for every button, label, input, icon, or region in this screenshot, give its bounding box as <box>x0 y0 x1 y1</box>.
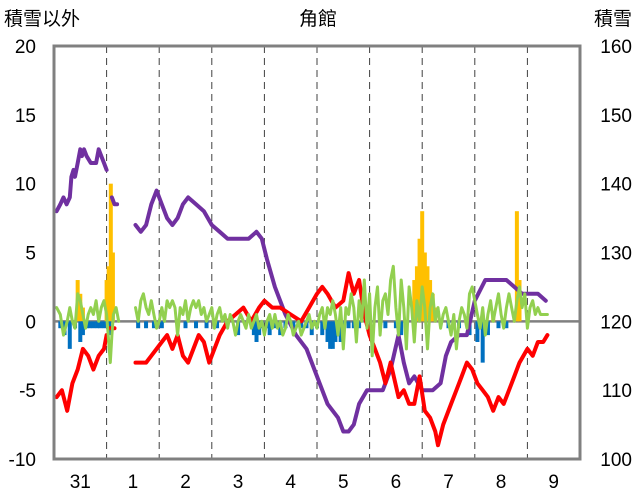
precip_negative-bar <box>98 321 103 329</box>
left-axis-ticks: -10 -5 0 5 10 15 20 <box>9 37 36 471</box>
x-tick-label: 31 <box>70 472 91 493</box>
precip_negative-bar <box>80 321 85 336</box>
precip_negative-bar <box>346 321 351 329</box>
snowfall-bar <box>417 238 422 322</box>
precip_negative-bar <box>328 321 333 349</box>
precip_negative-bar <box>144 321 149 329</box>
precip_negative-bar <box>330 321 335 349</box>
left-tick-label: 20 <box>15 37 36 58</box>
precip_negative-bar <box>333 321 338 342</box>
left-tick-label: 15 <box>15 106 36 127</box>
x-tick-label: 2 <box>180 472 191 493</box>
left-tick-label: 5 <box>25 244 36 265</box>
x-tick-label: 8 <box>496 472 507 493</box>
precip_negative-bar <box>480 321 485 363</box>
line-series <box>54 147 550 448</box>
snow_depth-line <box>109 195 120 207</box>
snowfall-bar <box>108 183 113 322</box>
snowfall-bar <box>517 280 522 322</box>
precip_negative-bar <box>320 321 325 336</box>
temperature-line <box>54 333 109 413</box>
precip_negative-bar <box>67 321 72 349</box>
wind-line <box>134 264 549 358</box>
precip_negative-bar <box>399 321 404 336</box>
precip_negative-bar <box>78 321 83 342</box>
plot-frame <box>52 44 582 461</box>
right-tick-label: 130 <box>600 244 632 265</box>
precip_negative-bar <box>485 321 490 336</box>
x-tick-label: 9 <box>548 472 559 493</box>
snow_depth-line <box>133 188 548 434</box>
x-axis-ticks: 31 1 2 3 4 5 6 7 8 9 <box>70 472 559 493</box>
right-tick-label: 120 <box>600 312 632 333</box>
precip_negative-bar <box>393 321 398 329</box>
gridlines <box>54 46 580 459</box>
precip_negative-bar <box>87 321 92 329</box>
precip_negative-bar <box>215 321 220 329</box>
precip_negative-bar <box>204 321 209 329</box>
snowfall-bar <box>514 211 519 322</box>
snowfall-bar <box>425 266 430 322</box>
precip_negative-bar <box>504 321 509 329</box>
precip_negative-bar <box>325 321 330 342</box>
snowfall-bar <box>412 280 417 322</box>
precip_negative-bar <box>58 321 63 329</box>
precip_negative-bar <box>251 321 256 336</box>
snowfall-bar <box>110 252 115 322</box>
chart-title: 角館 <box>299 8 337 30</box>
precip_negative-bar <box>383 321 388 329</box>
precip_negative-bar <box>136 321 141 329</box>
left-tick-label: 10 <box>15 175 36 196</box>
snowfall-bar <box>104 280 109 322</box>
right-tick-label: 110 <box>602 381 632 402</box>
right-axis-ticks: 100 110 120 130 140 150 160 <box>600 37 632 471</box>
right-tick-label: 140 <box>600 175 632 196</box>
precip_negative-bar <box>95 321 100 329</box>
precip_negative-bar <box>159 321 164 329</box>
precip_negative-bar <box>101 321 106 329</box>
precip_negative-bar <box>254 321 259 342</box>
precip_negative-bar <box>267 321 272 336</box>
precip_negative-bar <box>357 321 362 329</box>
left-tick-label: 0 <box>25 312 36 333</box>
x-tick-label: 3 <box>233 472 244 493</box>
right-tick-label: 160 <box>600 37 632 58</box>
x-tick-label: 1 <box>128 472 139 493</box>
left-tick-label: -5 <box>19 381 36 402</box>
precip_negative-bar <box>194 321 199 329</box>
x-tick-label: 7 <box>443 472 454 493</box>
x-tick-label: 6 <box>391 472 402 493</box>
snowfall-bar <box>414 266 419 322</box>
precip_negative-bar <box>151 321 156 329</box>
precip_negative-bar <box>291 321 296 329</box>
right-tick-label: 150 <box>600 106 632 127</box>
snowfall-bar <box>106 266 111 322</box>
precip_negative-bar <box>183 321 188 329</box>
precip_negative-bar <box>91 321 96 329</box>
left-axis-title: 積雪以外 <box>4 8 80 30</box>
left-tick-label: -10 <box>9 450 36 471</box>
temperature-line <box>133 271 550 448</box>
snow_depth-line <box>54 147 109 214</box>
snowfall-bar <box>422 252 427 322</box>
x-tick-label: 4 <box>285 472 296 493</box>
precip_negative-bar <box>475 321 480 342</box>
precip_negative-bar <box>338 321 343 342</box>
precip_negative-bar <box>496 321 501 329</box>
right-axis-title: 積雪 <box>594 8 632 30</box>
snowfall-bar <box>420 211 425 322</box>
wind-line <box>55 292 121 365</box>
precip_negative-bar <box>299 321 304 329</box>
x-tick-label: 5 <box>338 472 349 493</box>
precip_negative-bar <box>272 321 277 329</box>
right-tick-label: 100 <box>600 450 632 471</box>
